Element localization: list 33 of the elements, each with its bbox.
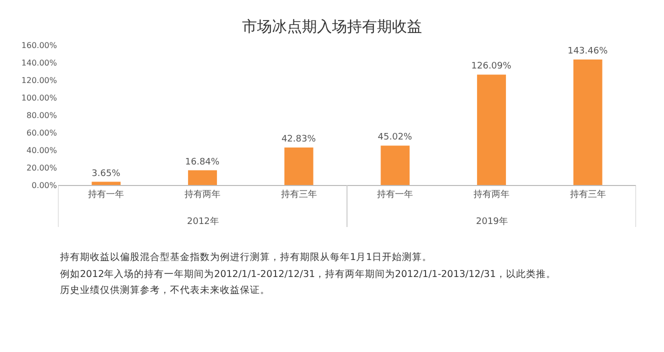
data-label: 143.46% (568, 46, 608, 56)
y-tick-label: 80.00% (26, 110, 58, 120)
data-label: 42.83% (281, 134, 316, 145)
data-label: 45.02% (378, 132, 413, 143)
bar (477, 74, 506, 185)
bar (380, 146, 410, 185)
data-label: 126.09% (471, 62, 512, 72)
text: 持有期收益以偏股混合型基金指数为例进行测算，持有期限从每年1月1日开始测算。 (60, 251, 432, 263)
bar (92, 182, 121, 185)
y-tick-label: 120.00% (21, 76, 58, 85)
y-tick-label: 0.00% (32, 180, 58, 190)
text: 例如2012年入场的持有一年期间为2012/1/1-2012/12/31，持有两年期间为2012/1/1-2013/12/31，以此类推。 (60, 268, 556, 280)
y-tick-label: 160.00% (21, 40, 58, 50)
y-tick-label: 100.00% (21, 93, 58, 102)
y-tick-label: 60.00% (26, 128, 58, 138)
x-tick-label: 持有三年 (570, 188, 606, 200)
bar (284, 148, 314, 185)
y-tick-label: 20.00% (26, 163, 58, 172)
text: 历史业绩仅供测算参考，不代表未来收益保证。 (60, 284, 270, 296)
y-tick-label: 140.00% (21, 58, 58, 68)
text: 2012年 (187, 216, 219, 227)
data-label: 3.65% (92, 168, 121, 179)
text: 2019年 (476, 216, 508, 227)
bar (188, 170, 217, 185)
bar (573, 59, 602, 185)
chart-title: 市场冰点期入场持有期收益 (242, 18, 422, 36)
x-tick-label: 持有一年 (88, 188, 124, 200)
x-tick-label: 持有两年 (184, 188, 220, 200)
data-label: 16.84% (185, 157, 220, 168)
x-tick-label: 持有三年 (280, 188, 317, 200)
y-tick-label: 40.00% (26, 146, 58, 155)
x-tick-label: 持有一年 (377, 188, 414, 200)
x-tick-label: 持有两年 (474, 188, 510, 200)
